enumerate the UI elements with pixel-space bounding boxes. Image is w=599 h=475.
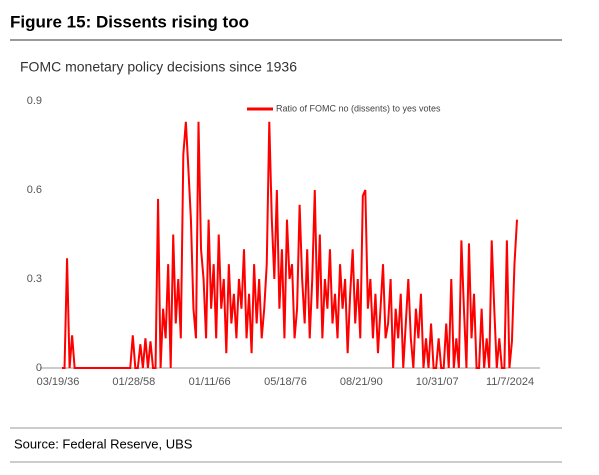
- x-tick-label: 11/7/2024: [486, 376, 534, 388]
- figure-title: Figure 15: Dissents rising too: [10, 12, 249, 31]
- x-tick-label: 10/31/07: [416, 376, 459, 388]
- x-tick-label: 01/11/66: [189, 376, 231, 388]
- data-line: [62, 121, 518, 369]
- chart-subtitle: FOMC monetary policy decisions since 193…: [20, 59, 297, 75]
- x-tick-label: 08/21/90: [340, 376, 383, 388]
- y-tick-label: 0: [36, 362, 42, 374]
- x-tick-label: 03/19/36: [37, 376, 80, 388]
- source-note: Source: Federal Reserve, UBS: [14, 436, 193, 451]
- y-tick-label: 0.3: [27, 273, 42, 285]
- legend-label: Ratio of FOMC no (dissents) to yes votes: [276, 103, 441, 113]
- y-tick-label: 0.9: [27, 95, 42, 107]
- y-tick-label: 0.6: [27, 184, 42, 196]
- x-tick-label: 05/18/76: [264, 376, 307, 388]
- x-tick-label: 01/28/58: [112, 376, 155, 388]
